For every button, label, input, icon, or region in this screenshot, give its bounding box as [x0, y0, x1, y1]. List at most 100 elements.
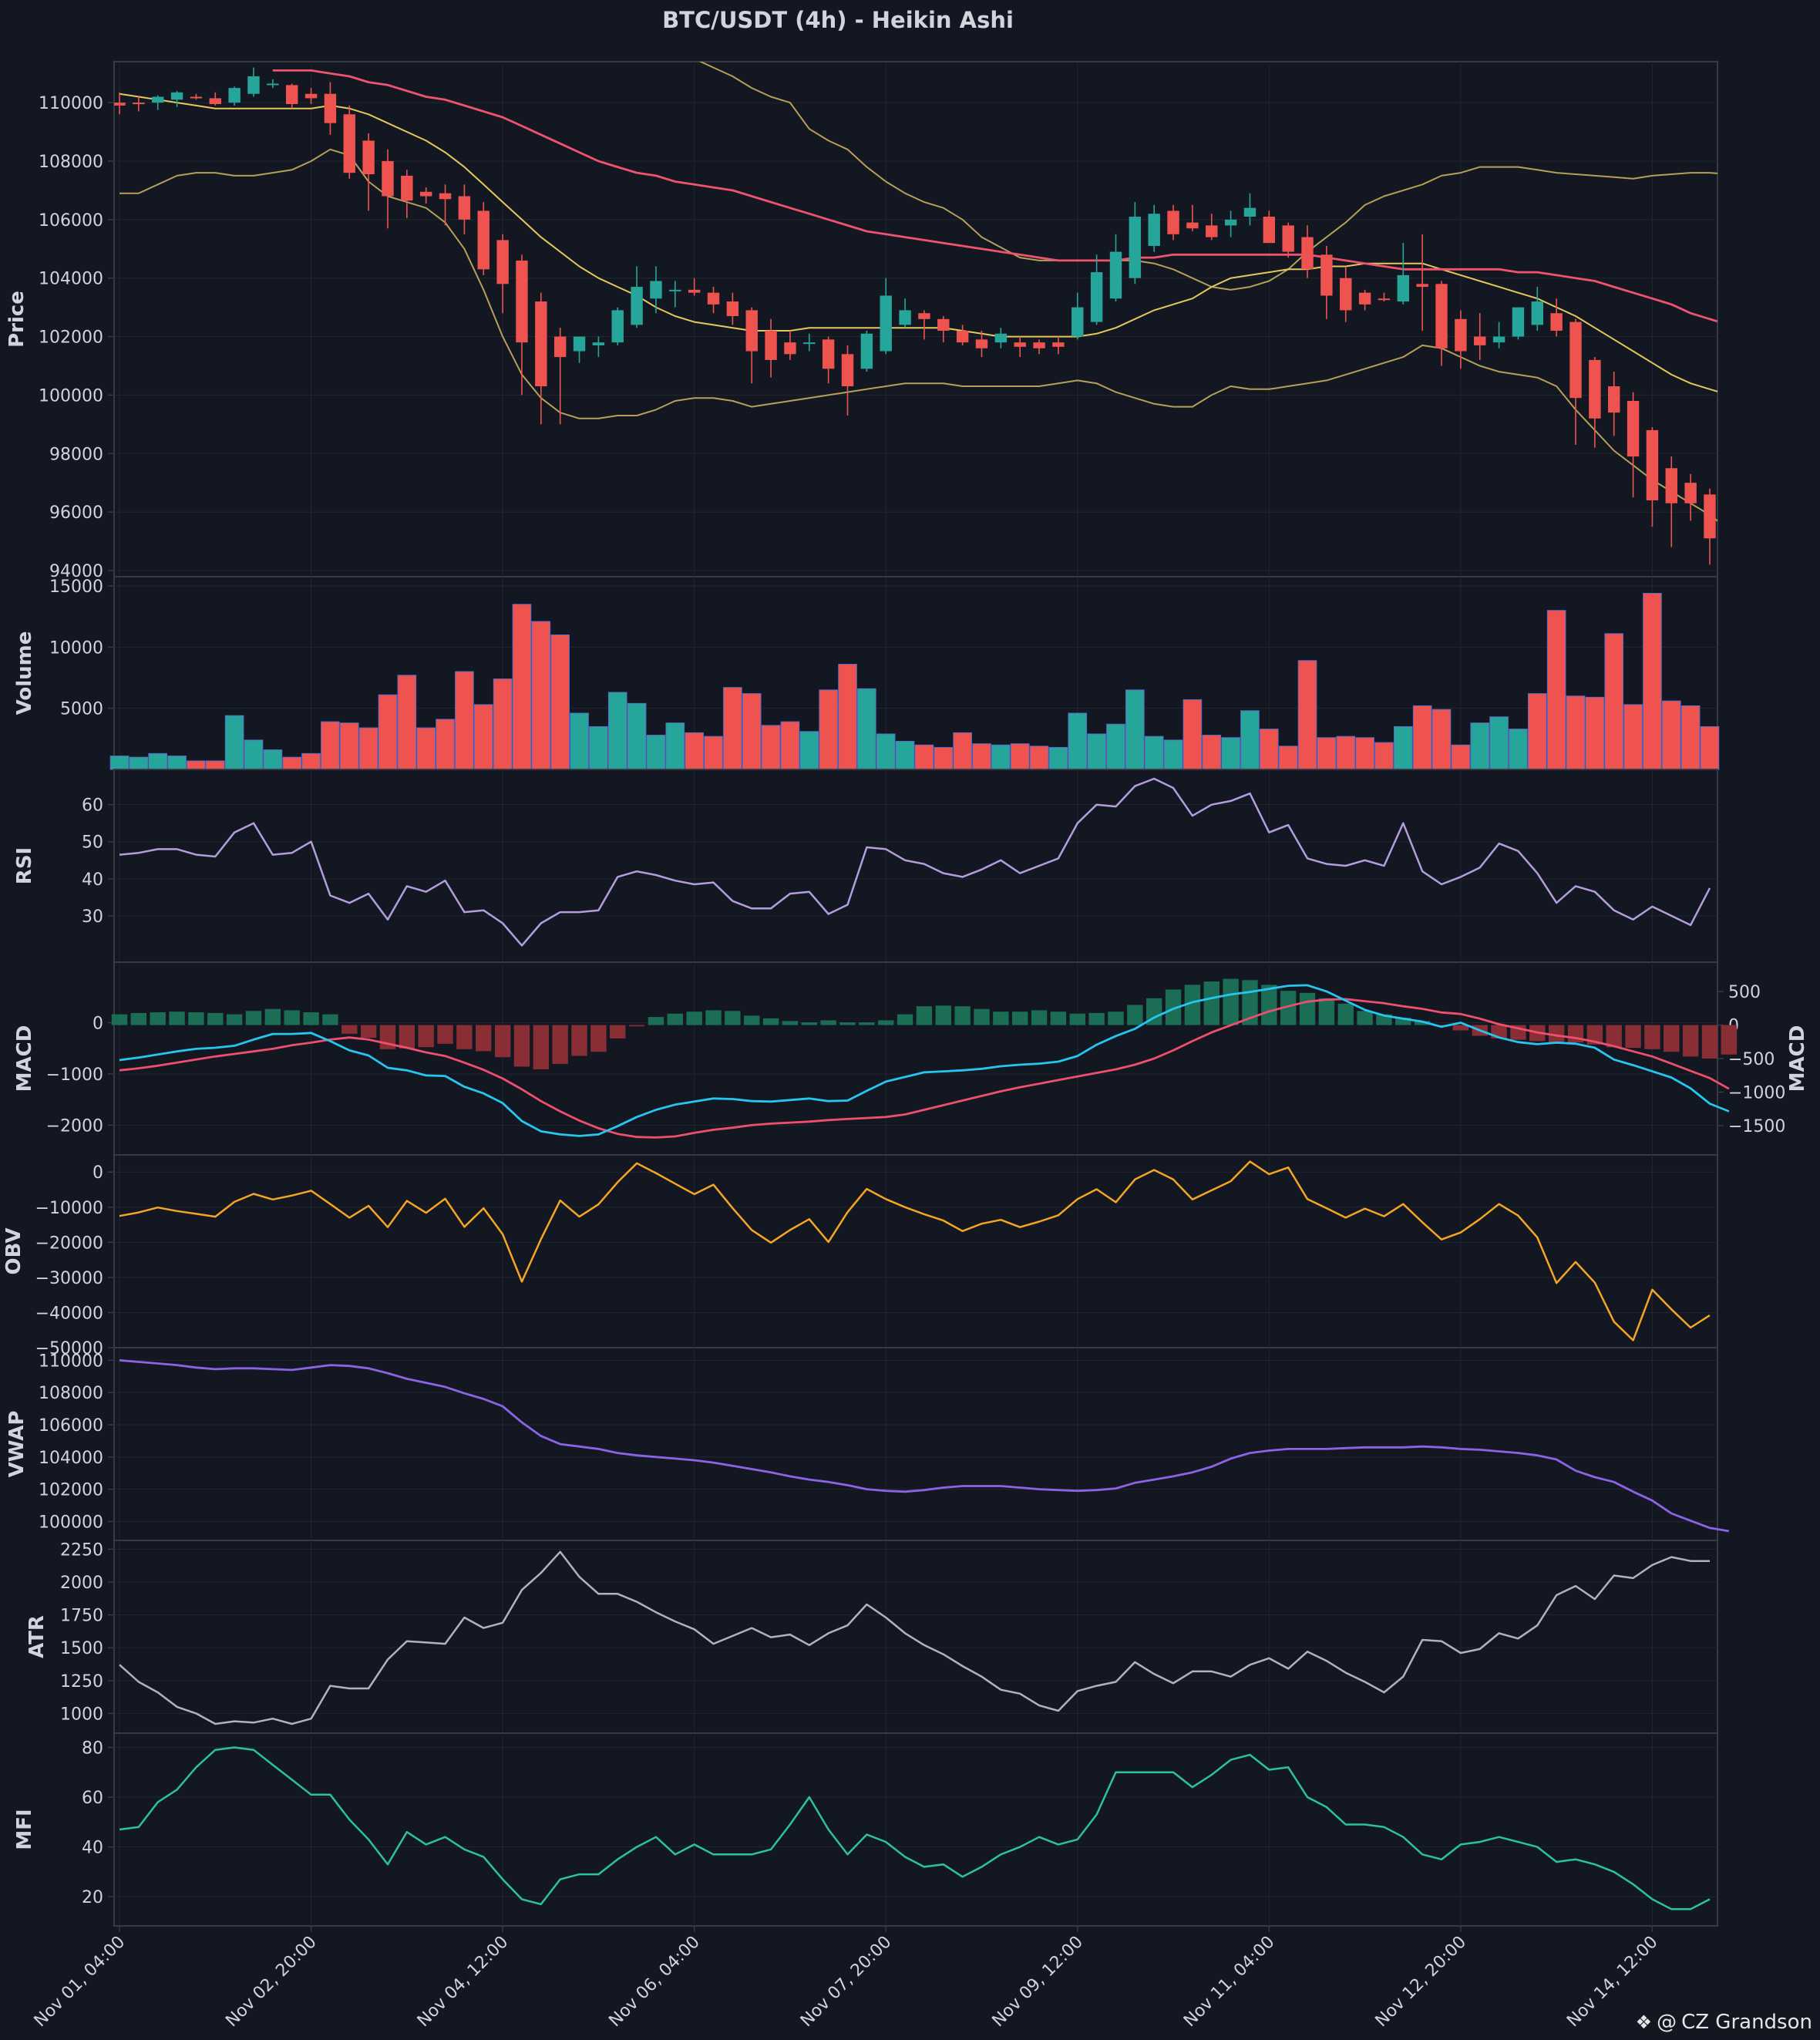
candle-body	[1723, 518, 1734, 524]
macd-histogram-bar	[878, 1020, 894, 1025]
vwap-ytick-label: 110000	[39, 1352, 103, 1371]
volume-bar	[282, 756, 302, 770]
macd-histogram-bar	[1452, 1025, 1469, 1031]
vwap-ytick-label: 106000	[39, 1416, 103, 1436]
candle-body	[1148, 214, 1160, 246]
macd-histogram-bar	[667, 1013, 683, 1025]
macd-histogram-bar	[1184, 985, 1201, 1025]
volume-bar	[1278, 746, 1298, 770]
volume-bar	[761, 725, 781, 770]
volume-bar	[148, 752, 168, 770]
candle-body	[247, 76, 260, 94]
candle-body	[784, 342, 796, 355]
macd-right-tick-label: 500	[1728, 983, 1761, 1002]
volume-bar	[819, 689, 838, 770]
volume-bar	[799, 731, 819, 770]
candle-body	[190, 96, 203, 99]
macd-histogram-bar	[533, 1025, 550, 1069]
volume-bar	[550, 634, 570, 770]
price-ytick-label: 102000	[39, 328, 103, 348]
rsi-frame	[113, 769, 1718, 963]
candle-body	[1301, 237, 1314, 270]
macd-histogram-bar	[1625, 1025, 1641, 1049]
mfi-ytick-label: 40	[82, 1839, 103, 1858]
macd-histogram-bar	[648, 1017, 664, 1025]
atr-ytick-label: 1500	[60, 1639, 103, 1658]
candle-body	[1550, 313, 1563, 331]
macd-histogram-bar	[993, 1012, 1009, 1025]
rsi-ytick-label: 30	[82, 907, 103, 927]
volume-bar	[1546, 610, 1566, 770]
candle-body	[343, 114, 355, 173]
macd-histogram-bar	[1261, 985, 1277, 1025]
macd-histogram-bar	[150, 1012, 166, 1025]
vwap-ytick-label: 102000	[39, 1481, 103, 1500]
rsi-ytick-label: 60	[82, 796, 103, 816]
candle-body	[956, 330, 969, 343]
candle-body	[1033, 342, 1045, 348]
candle-body	[1014, 342, 1026, 347]
candle-body	[535, 301, 547, 387]
volume-bar	[244, 739, 264, 770]
volume-bar	[1182, 699, 1203, 770]
x-tick-label: Nov 02, 20:00	[222, 1933, 321, 2032]
atr-panel: 1000 1250 1500 1750 2000 2250 ATR	[25, 1540, 1718, 1734]
macd-histogram-bar	[1701, 1025, 1718, 1059]
watermark-name: CZ Grandson	[1681, 2011, 1812, 2034]
rsi-line	[119, 777, 1711, 947]
candle-body	[439, 193, 452, 200]
macd-histogram-bar	[341, 1025, 358, 1034]
volume-bar	[1144, 736, 1164, 770]
mfi-ytick-label: 80	[82, 1739, 103, 1758]
volume-bar	[972, 743, 991, 770]
volume-bar	[512, 604, 532, 770]
candle-body	[803, 342, 816, 345]
candle-body	[1512, 307, 1525, 337]
candle-body	[1243, 207, 1257, 217]
candle-body	[1282, 225, 1294, 252]
macd-histogram-bar	[1606, 1025, 1622, 1048]
macd-histogram-bar	[1337, 1003, 1354, 1025]
macd-histogram-bar	[494, 1025, 511, 1058]
volume-bar	[1623, 704, 1643, 770]
volume-bar	[1661, 700, 1681, 770]
candle-body	[553, 336, 567, 358]
vwap-ytick-label: 100000	[39, 1513, 103, 1532]
candle-body	[1320, 254, 1333, 296]
candle-body	[631, 287, 643, 325]
volume-bar	[723, 687, 742, 770]
volume-bar	[1431, 709, 1452, 770]
volume-bar	[895, 741, 915, 770]
binance-diamond-icon: ❖	[1635, 2011, 1653, 2033]
volume-bar	[378, 694, 398, 770]
volume-bar	[1029, 746, 1049, 770]
atr-ytick-label: 1750	[60, 1607, 103, 1626]
volume-bar	[129, 756, 149, 770]
candle-body	[1052, 342, 1065, 347]
macd-histogram-bar	[552, 1025, 568, 1064]
macd-histogram-bar	[226, 1014, 243, 1025]
obv-ytick-label: −40000	[35, 1304, 103, 1323]
candle-body	[1186, 222, 1199, 229]
price-ytick-label: 104000	[39, 270, 103, 289]
volume-bar	[1125, 689, 1145, 770]
mfi-axis-label: MFI	[13, 1809, 36, 1850]
macd-histogram-bar	[1721, 1025, 1738, 1055]
candle-body	[228, 88, 241, 103]
ema_slow-line	[272, 69, 1717, 323]
volume-bar	[857, 688, 876, 770]
volume-bar	[953, 732, 972, 770]
candle-body	[458, 196, 471, 220]
macd-histogram-bar	[762, 1018, 779, 1025]
volume-bar	[934, 746, 954, 770]
volume-bar	[1355, 737, 1374, 770]
macd-histogram-bar	[130, 1012, 147, 1025]
volume-bar	[589, 725, 608, 770]
rsi-axis-label: RSI	[13, 847, 36, 884]
macd-right-tick-label: −1000	[1728, 1083, 1785, 1102]
macd-histogram-bar	[1318, 998, 1335, 1025]
macd-histogram-bar	[686, 1012, 702, 1025]
mfi-ytick-label: 60	[82, 1789, 103, 1808]
obv-panel: 0 −10000 −20000 −30000 −40000 −50000 OBV	[2, 1154, 1718, 1358]
macd-histogram-bar	[1280, 991, 1297, 1025]
